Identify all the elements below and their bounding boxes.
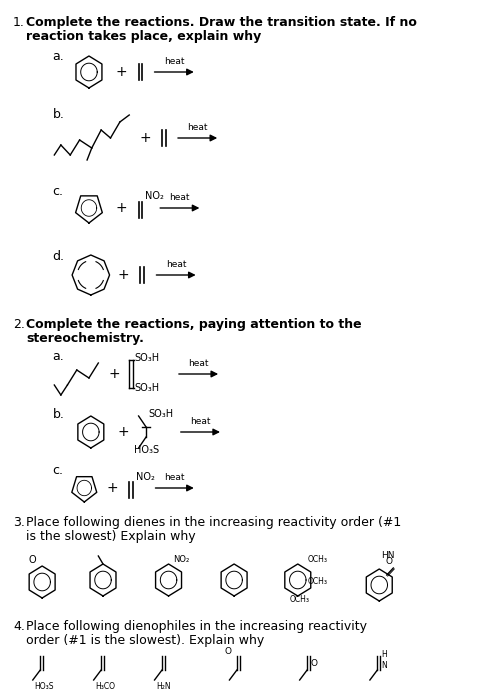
Text: heat: heat <box>170 193 190 202</box>
Text: HO₃S: HO₃S <box>134 445 159 455</box>
Text: NO₂: NO₂ <box>173 556 189 564</box>
Text: +: + <box>107 481 118 495</box>
Text: +: + <box>116 65 127 79</box>
Text: heat: heat <box>166 260 186 269</box>
Text: b.: b. <box>53 408 64 421</box>
Text: SO₃H: SO₃H <box>135 383 160 393</box>
Text: stereochemistry.: stereochemistry. <box>26 332 144 345</box>
Text: +: + <box>108 367 120 381</box>
Text: +: + <box>118 425 129 439</box>
Text: OCH₃: OCH₃ <box>307 556 327 564</box>
Text: Complete the reactions. Draw the transition state. If no: Complete the reactions. Draw the transit… <box>26 16 417 29</box>
Text: O: O <box>385 557 392 566</box>
Text: d.: d. <box>53 250 64 263</box>
Text: heat: heat <box>187 123 208 132</box>
Text: c.: c. <box>53 185 63 198</box>
Text: OCH₃: OCH₃ <box>290 596 309 605</box>
Text: +: + <box>139 131 151 145</box>
Text: H₃CO: H₃CO <box>95 682 116 691</box>
Text: Place following dienes in the increasing reactivity order (#1: Place following dienes in the increasing… <box>26 516 401 529</box>
Text: NO₂: NO₂ <box>145 191 164 201</box>
Text: SO₃H: SO₃H <box>148 409 173 419</box>
Text: Complete the reactions, paying attention to the: Complete the reactions, paying attention… <box>26 318 362 331</box>
Text: reaction takes place, explain why: reaction takes place, explain why <box>26 30 261 43</box>
Text: heat: heat <box>164 57 184 66</box>
Text: 1.: 1. <box>13 16 25 29</box>
Text: O: O <box>311 659 318 668</box>
Text: c.: c. <box>53 464 63 477</box>
Text: Place following dienophiles in the increasing reactivity: Place following dienophiles in the incre… <box>26 620 367 633</box>
Text: a.: a. <box>53 350 64 363</box>
Text: heat: heat <box>188 359 209 368</box>
Text: is the slowest) Explain why: is the slowest) Explain why <box>26 530 196 543</box>
Text: +: + <box>118 268 129 282</box>
Text: 3.: 3. <box>13 516 25 529</box>
Text: +: + <box>116 201 127 215</box>
Text: O: O <box>224 647 231 656</box>
Text: order (#1 is the slowest). Explain why: order (#1 is the slowest). Explain why <box>26 634 265 647</box>
Text: heat: heat <box>164 473 185 482</box>
Text: H₂N: H₂N <box>156 682 171 691</box>
Text: HN: HN <box>381 550 395 559</box>
Text: H
N: H N <box>381 650 387 670</box>
Text: heat: heat <box>190 417 211 426</box>
Text: O: O <box>29 555 36 565</box>
Text: b.: b. <box>53 108 64 121</box>
Text: 4.: 4. <box>13 620 25 633</box>
Text: 2.: 2. <box>13 318 25 331</box>
Text: OCH₃: OCH₃ <box>307 578 327 587</box>
Text: SO₃H: SO₃H <box>135 353 160 363</box>
Text: NO₂: NO₂ <box>136 472 154 482</box>
Text: HO₃S: HO₃S <box>34 682 54 691</box>
Text: a.: a. <box>53 50 64 63</box>
